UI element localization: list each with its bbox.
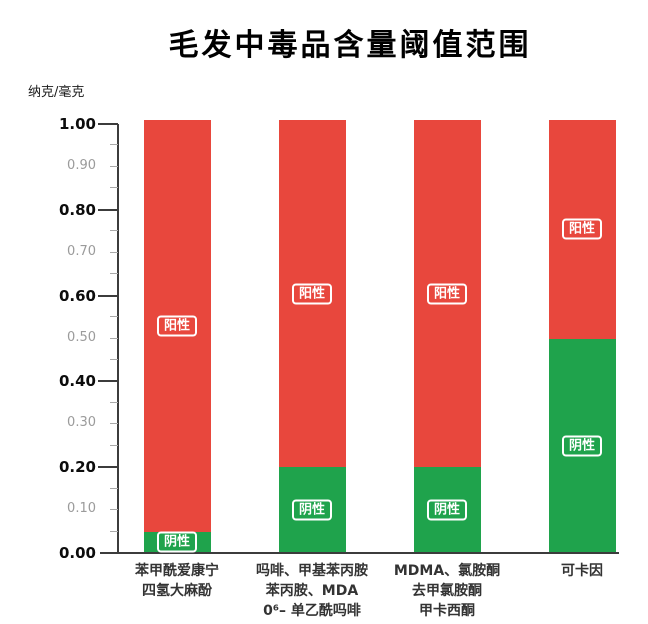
y-axis-label: 0.50 — [67, 329, 96, 345]
bar-1-negative-label: 阴性 — [156, 531, 198, 553]
y-axis-label: 0.90 — [67, 157, 96, 173]
y-axis-tick — [98, 208, 118, 211]
bar-2-negative-label: 阴性 — [291, 499, 333, 521]
y-axis-tick — [110, 444, 118, 446]
category-label-line: 可卡因 — [561, 563, 603, 579]
y-axis-tick — [110, 423, 118, 425]
bar-4-positive-label: 阳性 — [561, 218, 603, 240]
y-axis-tick — [110, 273, 118, 275]
category-label-line: 苯丙胺、MDA — [265, 583, 359, 599]
x-axis-line — [100, 552, 619, 554]
y-axis-tick — [110, 187, 118, 189]
category-label-4: 可卡因 — [502, 561, 648, 581]
bar-2-positive-label: 阳性 — [291, 283, 333, 305]
category-label-line: 甲卡西酮 — [419, 603, 475, 619]
category-label-line: 苯甲酰爱康宁 — [135, 563, 219, 579]
y-axis-tick — [110, 487, 118, 489]
bar-1-negative-segment — [143, 531, 211, 552]
y-axis-tick — [110, 530, 118, 532]
y-axis-unit-label: 纳克/毫克 — [28, 85, 85, 100]
y-axis-label: 0.70 — [67, 243, 96, 259]
y-axis-label: 0.10 — [67, 501, 96, 517]
bar-3-negative-segment — [413, 467, 481, 552]
y-axis-label: 0.30 — [67, 415, 96, 431]
y-axis-tick — [98, 294, 118, 297]
y-axis-tick — [110, 144, 118, 146]
category-label-line: 吗啡、甲基苯丙胺 — [256, 563, 368, 579]
bar-3-negative-label: 阴性 — [426, 499, 468, 521]
bar-4-positive-segment — [548, 120, 616, 339]
y-axis-tick — [110, 165, 118, 167]
y-axis-tick — [110, 251, 118, 253]
y-axis-tick — [110, 509, 118, 511]
bar-4-negative-segment — [548, 338, 616, 552]
y-axis-label: 0.20 — [58, 458, 96, 477]
y-axis-tick — [98, 123, 118, 125]
bar-1-positive-label: 阳性 — [156, 315, 198, 337]
chart-title: 毛发中毒品含量阈值范围 — [168, 28, 532, 63]
bar-4-negative-label: 阴性 — [561, 435, 603, 457]
y-axis-tick — [110, 337, 118, 339]
category-label-1: 苯甲酰爱康宁 四氢大麻酚 — [97, 561, 257, 601]
y-axis-label: 0.40 — [58, 372, 96, 391]
category-label-line: 四氢大麻酚 — [142, 583, 212, 599]
y-axis-tick — [98, 380, 118, 383]
category-label-line: 去甲氯胺酮 — [412, 583, 482, 599]
bar-2-negative-segment — [278, 467, 346, 552]
bar-2-positive-segment — [278, 120, 346, 468]
y-axis-tick — [110, 316, 118, 318]
y-axis-tick — [110, 358, 118, 360]
bar-3-positive-segment — [413, 120, 481, 468]
category-label-2: 吗啡、甲基苯丙胺 苯丙胺、MDA 0⁶– 单乙酰吗啡 — [232, 561, 392, 621]
y-axis-label: 0.60 — [58, 286, 96, 305]
bar-3-positive-label: 阳性 — [426, 283, 468, 305]
y-axis-label: 0.80 — [58, 200, 96, 219]
category-label-line: 0⁶– 单乙酰吗啡 — [263, 603, 361, 619]
y-axis-tick — [98, 466, 118, 469]
bar-1-positive-segment — [143, 120, 211, 532]
y-axis-tick — [110, 401, 118, 403]
category-label-3: MDMA、氯胺酮 去甲氯胺酮甲卡西酮 — [367, 561, 527, 621]
y-axis-label: 0.00 — [58, 544, 96, 562]
y-axis-tick — [110, 230, 118, 232]
y-axis-label: 1.00 — [58, 115, 96, 133]
category-label-line: MDMA、氯胺酮 — [393, 563, 501, 579]
y-axis-line — [117, 124, 119, 554]
